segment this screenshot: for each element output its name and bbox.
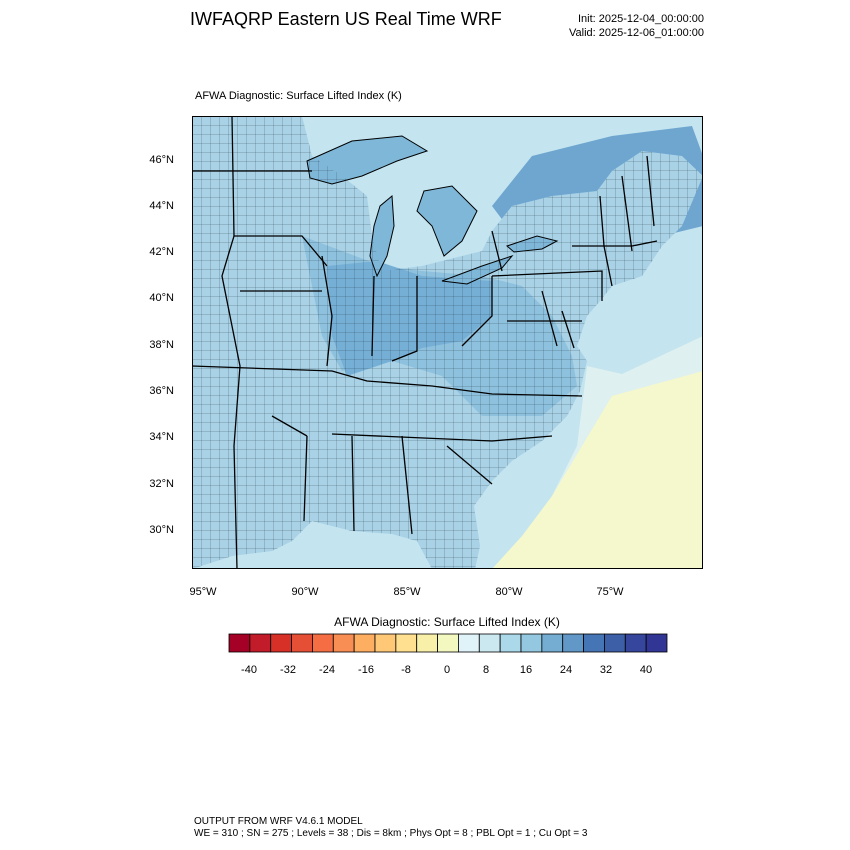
colorbar-label-neg32: -32 xyxy=(280,664,296,676)
lon-label-80w: 80°W xyxy=(495,586,523,598)
colorbar-swatch xyxy=(624,633,647,653)
colorbar-swatch xyxy=(478,633,501,653)
colorbar-label-32: 32 xyxy=(599,664,613,676)
lat-label-40n: 40°N xyxy=(149,292,174,304)
colorbar-swatch xyxy=(270,633,292,653)
colorbar-swatch xyxy=(374,633,397,653)
lat-label-42n: 42°N xyxy=(149,246,174,258)
colorbar-swatch xyxy=(645,633,668,653)
colorbar-label-8: 8 xyxy=(482,664,490,676)
footer-model-line: OUTPUT FROM WRF V4.6.1 MODEL xyxy=(194,816,363,827)
colorbar-swatch xyxy=(541,633,564,653)
lat-label-30n: 30°N xyxy=(149,524,174,536)
lat-label-44n: 44°N xyxy=(149,200,174,212)
colorbar-swatch xyxy=(604,633,626,653)
colorbar-swatch xyxy=(499,633,522,653)
colorbar-label-neg16: -16 xyxy=(358,664,374,676)
colorbar-swatch xyxy=(520,633,543,653)
lat-label-34n: 34°N xyxy=(149,431,174,443)
lat-label-46n: 46°N xyxy=(149,154,174,166)
colorbar-swatch xyxy=(228,633,251,653)
colorbar-swatch xyxy=(312,633,334,653)
lat-label-38n: 38°N xyxy=(149,339,174,351)
colorbar-label-16: 16 xyxy=(519,664,533,676)
map-panel xyxy=(192,116,703,569)
colorbar-label-neg24: -24 xyxy=(319,664,335,676)
colorbar-swatch xyxy=(395,633,418,653)
colorbar-swatch xyxy=(249,633,272,653)
colorbar-swatch xyxy=(291,633,313,653)
colorbar-swatch xyxy=(437,633,459,653)
map-border xyxy=(192,116,703,569)
main-title: IWFAQRP Eastern US Real Time WRF xyxy=(190,9,502,29)
lon-label-75w: 75°W xyxy=(596,586,624,598)
ocean-warm-zone xyxy=(492,371,703,569)
lat-label-32n: 32°N xyxy=(149,478,174,490)
lon-label-95w: 95°W xyxy=(189,586,217,598)
footer-config-line: WE = 310 ; SN = 275 ; Levels = 38 ; Dis … xyxy=(194,828,588,839)
colorbar-swatch xyxy=(562,633,584,653)
lat-label-36n: 36°N xyxy=(149,385,174,397)
colorbar-label-neg8: -8 xyxy=(401,664,411,676)
lake-huron xyxy=(416,185,478,257)
colorbar-swatch xyxy=(416,633,438,653)
lon-label-90w: 90°W xyxy=(291,586,319,598)
colorbar-label-0: 0 xyxy=(443,664,451,676)
init-time: Init: 2025-12-04_00:00:00 xyxy=(578,13,704,25)
colorbar xyxy=(228,633,668,653)
colorbar-swatch xyxy=(583,633,605,653)
colorbar-swatch xyxy=(458,633,480,653)
colorbar-swatch xyxy=(353,633,376,653)
colorbar-swatch xyxy=(332,633,355,653)
lon-label-85w: 85°W xyxy=(393,586,421,598)
colorbar-label-24: 24 xyxy=(559,664,573,676)
plot-title: AFWA Diagnostic: Surface Lifted Index (K… xyxy=(195,90,402,102)
valid-time: Valid: 2025-12-06_01:00:00 xyxy=(569,27,704,39)
colorbar-label-neg40: -40 xyxy=(241,664,257,676)
state-boundaries xyxy=(192,116,658,569)
colorbar-label-40: 40 xyxy=(639,664,653,676)
colorbar-title: AFWA Diagnostic: Surface Lifted Index (K… xyxy=(334,615,560,629)
